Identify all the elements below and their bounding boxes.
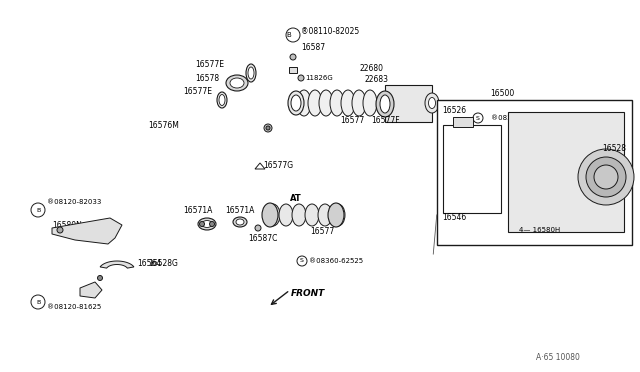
Ellipse shape (318, 204, 332, 226)
Bar (289, 67, 297, 73)
Circle shape (297, 256, 307, 266)
Ellipse shape (429, 97, 435, 109)
Circle shape (57, 227, 63, 233)
Ellipse shape (305, 204, 319, 226)
Text: FRONT: FRONT (291, 289, 325, 298)
Text: 16546: 16546 (442, 212, 467, 221)
Ellipse shape (376, 91, 394, 117)
Text: 16576M: 16576M (148, 121, 179, 129)
Polygon shape (216, 108, 278, 172)
Circle shape (31, 295, 45, 309)
Text: ®08120-81625: ®08120-81625 (47, 304, 101, 310)
Bar (385, 85, 432, 122)
Ellipse shape (297, 90, 311, 116)
Text: 16587: 16587 (301, 42, 325, 51)
Ellipse shape (217, 92, 227, 108)
Ellipse shape (233, 217, 247, 227)
Ellipse shape (248, 67, 254, 79)
Text: 16580N: 16580N (52, 221, 82, 230)
Text: B: B (36, 299, 40, 305)
Text: 16571A: 16571A (183, 205, 212, 215)
Circle shape (473, 113, 483, 123)
Text: 16526: 16526 (442, 106, 466, 115)
Polygon shape (80, 282, 102, 298)
Ellipse shape (266, 204, 280, 226)
Text: B: B (36, 208, 40, 212)
Bar (508, 112, 624, 232)
Text: 16528: 16528 (602, 144, 626, 153)
Circle shape (290, 54, 296, 60)
Circle shape (264, 124, 272, 132)
Polygon shape (52, 218, 122, 244)
Circle shape (97, 276, 102, 280)
Text: A·65 10080: A·65 10080 (536, 353, 580, 362)
Ellipse shape (198, 218, 216, 230)
Text: 11826G: 11826G (305, 75, 333, 81)
Text: S: S (300, 259, 304, 263)
Ellipse shape (331, 204, 345, 226)
Ellipse shape (291, 95, 301, 111)
Bar (443, 125, 501, 213)
Ellipse shape (202, 221, 212, 228)
Text: AT: AT (290, 193, 301, 202)
Polygon shape (100, 261, 134, 268)
Ellipse shape (330, 90, 344, 116)
Bar (453, 117, 473, 127)
Ellipse shape (328, 203, 344, 227)
Circle shape (286, 28, 300, 42)
Ellipse shape (236, 219, 244, 225)
Ellipse shape (308, 90, 322, 116)
Circle shape (200, 221, 205, 227)
Text: 16528G: 16528G (148, 259, 178, 267)
Text: S: S (476, 115, 480, 121)
Ellipse shape (363, 90, 377, 116)
Ellipse shape (226, 75, 248, 91)
Circle shape (31, 203, 45, 217)
Ellipse shape (380, 95, 390, 113)
Text: 16577F: 16577F (371, 115, 399, 125)
Text: 16571A: 16571A (225, 205, 254, 215)
Text: 16587C: 16587C (248, 234, 277, 243)
Text: 16577: 16577 (340, 115, 364, 125)
Ellipse shape (246, 64, 256, 82)
Circle shape (298, 75, 304, 81)
Text: 16577G: 16577G (263, 160, 293, 170)
Text: ®08313-51627: ®08313-51627 (491, 115, 545, 121)
Text: ®08120-82033: ®08120-82033 (47, 199, 101, 205)
Ellipse shape (425, 93, 439, 113)
Ellipse shape (219, 94, 225, 106)
Ellipse shape (292, 204, 306, 226)
Ellipse shape (262, 203, 278, 227)
Text: 16564: 16564 (137, 259, 161, 267)
Circle shape (209, 221, 214, 227)
Ellipse shape (230, 78, 244, 88)
Text: 16577: 16577 (310, 227, 334, 235)
Circle shape (266, 126, 270, 130)
Circle shape (586, 157, 626, 197)
Ellipse shape (352, 90, 366, 116)
Ellipse shape (288, 91, 304, 115)
Text: 22683: 22683 (365, 74, 389, 83)
Ellipse shape (319, 90, 333, 116)
Ellipse shape (341, 90, 355, 116)
Ellipse shape (279, 204, 293, 226)
Circle shape (594, 165, 618, 189)
Text: ®08360-62525: ®08360-62525 (309, 258, 363, 264)
Text: 4— 16580H: 4— 16580H (519, 227, 560, 233)
Text: 16577E: 16577E (195, 60, 224, 68)
Bar (437, 100, 632, 245)
Text: 22680: 22680 (360, 64, 384, 73)
Text: B: B (287, 32, 291, 38)
Text: 16578: 16578 (195, 74, 219, 83)
Circle shape (255, 225, 261, 231)
Text: 16577E: 16577E (183, 87, 212, 96)
Text: 16500: 16500 (490, 89, 515, 97)
Text: ®08110-82025: ®08110-82025 (301, 26, 359, 35)
Circle shape (578, 149, 634, 205)
Polygon shape (255, 163, 265, 169)
